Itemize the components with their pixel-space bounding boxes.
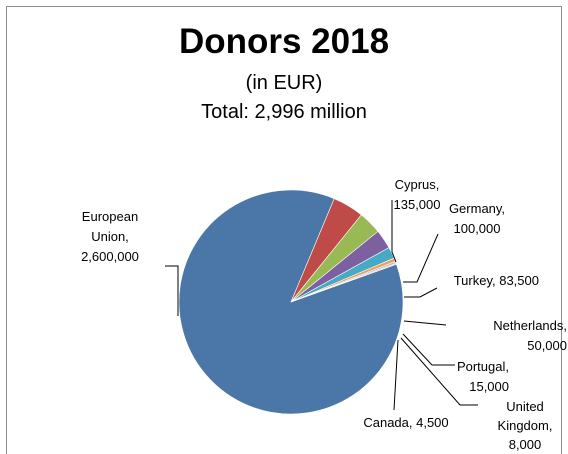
leader-line-european-union (165, 265, 179, 316)
data-label-portugal: Portugal, 15,000 (457, 359, 509, 394)
data-label-germany: Germany, 100,000 (449, 201, 505, 236)
leader-line-netherlands (403, 320, 447, 326)
data-label-canada: Canada, 4,500 (363, 415, 448, 430)
leader-line-canada (393, 339, 399, 411)
data-label-united-kingdom: United Kingdom, 8,000 (498, 399, 553, 452)
leader-line-germany (403, 233, 439, 283)
leader-line-united-kingdom (400, 337, 478, 406)
leader-line-cyprus (391, 200, 397, 263)
chart-subtitle: (in EUR) (245, 72, 323, 94)
data-label-european-union: European Union, 2,600,000 (81, 209, 139, 264)
data-label-cyprus: Cyprus, 135,000 (394, 177, 441, 212)
leader-line-turkey (404, 287, 438, 298)
chart-total: Total: 2,996 million (201, 101, 367, 123)
chart-title: Donors 2018 (178, 22, 390, 61)
data-label-netherlands: Netherlands, 50,000 (493, 318, 567, 353)
data-label-turkey: Turkey, 83,500 (454, 273, 539, 288)
pie-slice-canada (290, 262, 397, 303)
leader-line-portugal (402, 333, 455, 366)
